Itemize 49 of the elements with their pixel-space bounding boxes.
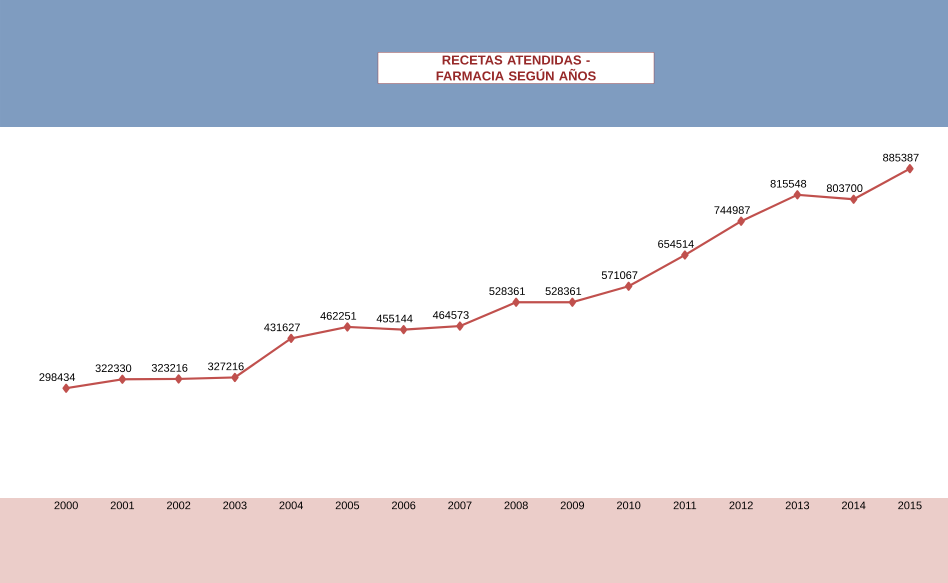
x-tick-label: 2001: [110, 502, 134, 510]
point: [512, 298, 520, 307]
x-tick-label: 2004: [279, 502, 303, 510]
x-tick-label: 2012: [729, 502, 753, 510]
data-label: 323216: [152, 364, 188, 372]
point: [287, 334, 295, 343]
data-label: 455144: [376, 314, 413, 322]
data-label: 431627: [264, 323, 300, 332]
point: [906, 164, 914, 174]
data-label: 462251: [320, 312, 356, 320]
x-tick-label: 2008: [504, 502, 528, 510]
data-label: 464573: [432, 311, 469, 319]
data-label: 298434: [39, 373, 76, 382]
data-label: 322330: [96, 364, 132, 372]
point: [568, 298, 576, 307]
data-label: 815548: [770, 180, 806, 188]
x-tick-label: 2011: [674, 502, 696, 510]
point: [118, 374, 126, 384]
x-tick-label: 2006: [392, 502, 416, 510]
data-label: 327216: [208, 362, 244, 370]
point: [681, 250, 689, 260]
data-label: 744987: [714, 206, 750, 214]
point: [400, 325, 408, 334]
point: [344, 322, 352, 332]
data-label: 885387: [883, 154, 919, 162]
point: [624, 282, 632, 291]
chart-title: RECETAS ATENDIDAS - FARMACIA SEGÚN AÑOS: [436, 55, 596, 81]
x-tick-label: 2005: [336, 502, 360, 510]
x-tick-label: 2002: [166, 502, 190, 510]
point: [737, 216, 745, 226]
x-tick-label: 2010: [616, 502, 640, 510]
point: [850, 194, 858, 204]
x-tick-label: 2007: [448, 502, 472, 510]
x-tick-label: 2009: [560, 502, 584, 510]
x-tick-label: 2015: [898, 502, 922, 510]
data-label: 803700: [826, 184, 862, 192]
point: [794, 190, 802, 200]
data-label: 528361: [546, 287, 582, 296]
x-tick-label: 2013: [786, 502, 810, 510]
x-tick-label: 2000: [54, 502, 78, 510]
data-label: 528361: [489, 287, 525, 296]
x-tick-label: 2003: [223, 502, 247, 510]
point: [62, 384, 70, 393]
x-tick-label: 2014: [842, 502, 866, 510]
data-label: 571067: [602, 271, 638, 280]
point: [231, 372, 239, 382]
data-label: 654514: [658, 240, 694, 248]
point: [174, 374, 182, 384]
point: [456, 322, 464, 331]
